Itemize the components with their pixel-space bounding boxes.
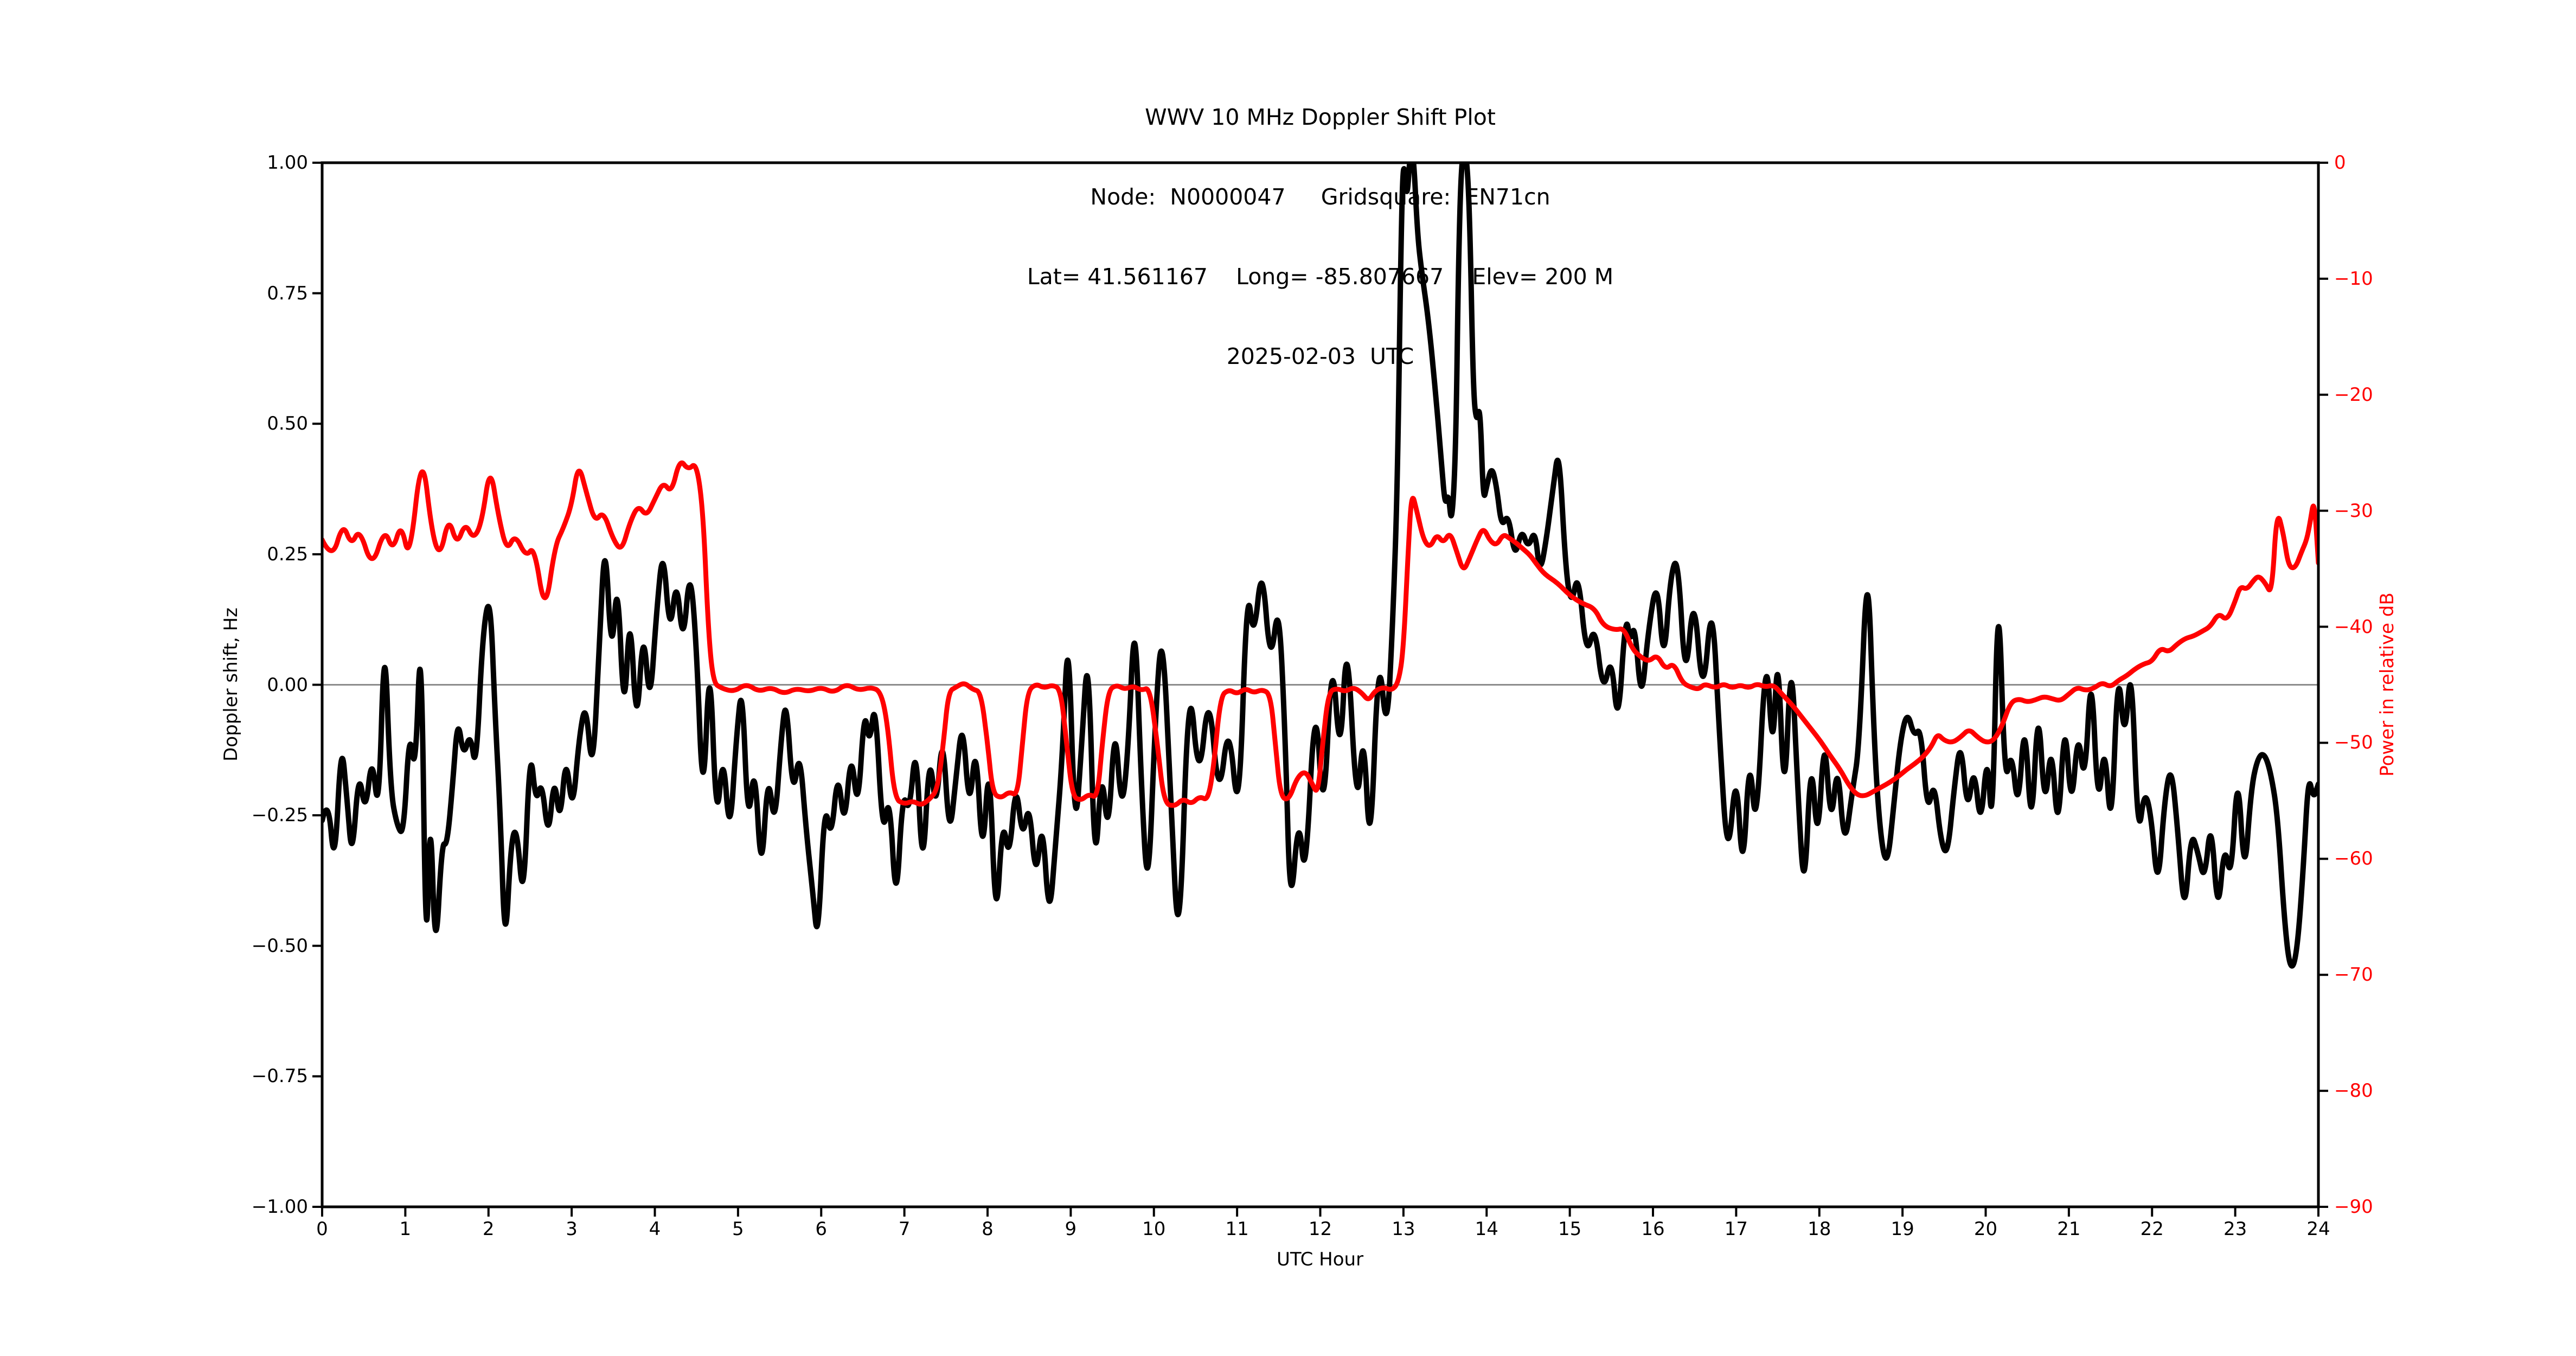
x-axis-label: UTC Hour	[1276, 1249, 1364, 1270]
x-tick-label: 14	[1475, 1218, 1498, 1240]
y-right-tick-label: −60	[2334, 848, 2373, 870]
power-line	[322, 460, 2318, 808]
x-tick-label: 3	[566, 1218, 578, 1240]
doppler-shift-line	[322, 163, 2318, 969]
x-tick-label: 5	[732, 1218, 744, 1240]
y-left-tick-label: −0.25	[251, 804, 308, 827]
x-tick-label: 24	[2306, 1218, 2330, 1240]
x-tick-label: 23	[2223, 1218, 2247, 1240]
y-left-tick-label: −0.75	[251, 1065, 308, 1088]
chart-subtitle-date: 2025-02-03 UTC	[1226, 343, 1414, 369]
y-axis-label-left: Doppler shift, Hz	[220, 607, 242, 762]
x-tick-label: 20	[1973, 1218, 1998, 1240]
y-right-tick-label: 0	[2334, 152, 2346, 174]
x-tick-label: 22	[2140, 1218, 2164, 1240]
y-left-tick-label: 0.25	[267, 543, 308, 565]
axes-spines	[321, 161, 2320, 1208]
y-right-tick-label: −20	[2334, 383, 2373, 406]
x-tick-label: 9	[1065, 1218, 1077, 1240]
x-tick-label: 16	[1641, 1218, 1665, 1240]
x-tick-label: 1	[399, 1218, 412, 1240]
x-tick-label: 2	[482, 1218, 495, 1240]
chart-title-block: WWV 10 MHz Doppler Shift Plot Node: N000…	[322, 51, 2318, 423]
x-tick-label: 19	[1891, 1218, 1914, 1240]
y-right-tick-label: −50	[2334, 732, 2373, 754]
x-tick-label: 4	[649, 1218, 661, 1240]
y-right-tick-label: −70	[2334, 964, 2373, 986]
y-right-tick-label: −10	[2334, 267, 2373, 290]
y-left-tick-label: 0.50	[267, 413, 308, 435]
y-left-tick-label: 1.00	[267, 152, 308, 174]
y-left-tick-label: −1.00	[251, 1196, 308, 1218]
y-right-tick-label: −80	[2334, 1080, 2373, 1102]
x-tick-label: 18	[1808, 1218, 1831, 1240]
x-tick-label: 21	[2057, 1218, 2081, 1240]
y-right-tick-label: −40	[2334, 616, 2373, 638]
y-left-tick-label: 0.00	[267, 674, 308, 696]
y-left-tick-label: 0.75	[267, 282, 308, 304]
chart-title: WWV 10 MHz Doppler Shift Plot	[1145, 104, 1496, 130]
x-tick-label: 17	[1724, 1218, 1748, 1240]
x-tick-label: 7	[898, 1218, 911, 1240]
y-right-tick-label: −90	[2334, 1196, 2373, 1218]
y-right-tick-label: −30	[2334, 500, 2373, 522]
x-tick-label: 11	[1225, 1218, 1249, 1240]
x-tick-label: 6	[815, 1218, 828, 1240]
y-axis-label-right: Power in relative dB	[2376, 592, 2398, 777]
chart-subtitle-node: Node: N0000047 Gridsquare: EN71cn	[1090, 184, 1550, 210]
x-tick-label: 8	[982, 1218, 994, 1240]
x-tick-label: 0	[316, 1218, 328, 1240]
x-tick-label: 10	[1142, 1218, 1166, 1240]
x-tick-label: 12	[1308, 1218, 1332, 1240]
x-tick-label: 15	[1558, 1218, 1582, 1240]
y-left-tick-label: −0.50	[251, 935, 308, 957]
x-tick-label: 13	[1392, 1218, 1415, 1240]
